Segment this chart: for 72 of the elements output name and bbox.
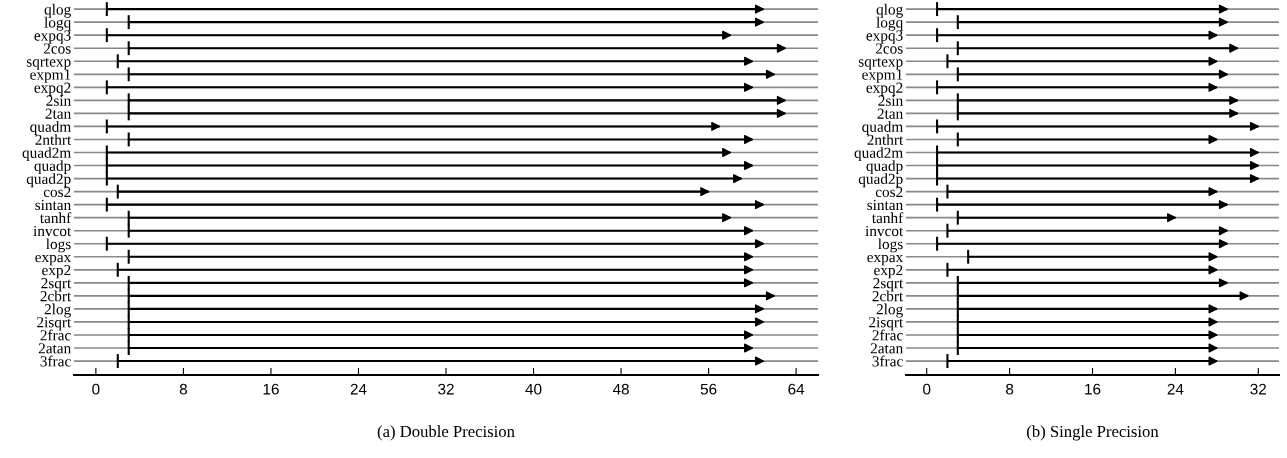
y-tick-label: 2sqrt xyxy=(873,278,904,292)
y-tick-label: sintan xyxy=(35,199,71,211)
y-tick-label: 2atan xyxy=(870,343,903,354)
x-tick-label: 16 xyxy=(263,383,279,395)
y-tick-label: quadm xyxy=(862,121,903,135)
x-tick-label: 64 xyxy=(788,383,805,395)
y-tick-label: invcot xyxy=(33,225,72,237)
y-tick-label: 2isqrt xyxy=(869,317,904,331)
y-tick-label: sqrtexp xyxy=(26,57,71,70)
y-tick-label: 2tan xyxy=(45,108,71,119)
y-tick-label: qlog xyxy=(876,3,903,18)
y-tick-label: 2sqrt xyxy=(41,278,72,292)
y-tick-label: 2sin xyxy=(46,95,71,106)
x-tick-label: 8 xyxy=(179,383,187,395)
x-tick-label: 0 xyxy=(923,383,931,395)
x-tick-label: 8 xyxy=(1006,383,1014,395)
y-tick-label: tanhf xyxy=(39,212,72,224)
x-axis-title: (b) Single Precision xyxy=(1027,425,1159,441)
x-tick-label: 32 xyxy=(1250,383,1267,395)
y-tick-label: exp2 xyxy=(42,265,71,279)
y-tick-label: 2cbrt xyxy=(40,290,72,302)
y-tick-label: expq2 xyxy=(866,82,903,96)
y-tick-label: 2log xyxy=(876,303,903,318)
x-tick-label: 24 xyxy=(350,383,367,395)
y-tick-label: 2nthrt xyxy=(867,134,904,145)
y-tick-label: expq3 xyxy=(866,30,903,44)
y-tick-label: quad2m xyxy=(854,147,903,162)
x-tick-label: 56 xyxy=(700,383,717,395)
y-tick-label: exp2 xyxy=(874,265,903,279)
x-tick-label: 24 xyxy=(1167,383,1184,395)
x-tick-label: 16 xyxy=(1085,383,1101,395)
y-tick-label: expm1 xyxy=(862,69,903,83)
y-tick-label: expq3 xyxy=(34,30,71,44)
y-tick-label: 2log xyxy=(44,303,71,318)
x-tick-label: 48 xyxy=(612,383,629,395)
y-tick-label: 2frac xyxy=(40,329,71,341)
y-tick-label: expax xyxy=(35,254,72,266)
y-tick-label: quad2p xyxy=(858,173,903,188)
y-tick-label: 2nthrt xyxy=(35,134,72,145)
x-tick-label: 40 xyxy=(525,383,542,395)
y-tick-label: 2atan xyxy=(38,343,71,354)
y-tick-label: 2cos xyxy=(875,43,903,54)
y-tick-label: logq xyxy=(44,16,71,31)
y-tick-label: cos2 xyxy=(875,186,903,198)
y-tick-label: logs xyxy=(46,238,71,253)
y-tick-label: 2isqrt xyxy=(37,317,72,331)
y-tick-label: expq2 xyxy=(34,82,71,96)
y-tick-label: 3frac xyxy=(872,355,903,367)
y-tick-label: quadp xyxy=(34,160,71,175)
x-tick-label: 0 xyxy=(92,383,100,395)
y-tick-label: quadm xyxy=(30,121,71,135)
y-tick-label: tanhf xyxy=(871,212,904,224)
x-axis-title: (a) Double Precision xyxy=(377,425,515,441)
y-tick-label: 2cos xyxy=(43,43,71,54)
y-tick-label: quad2p xyxy=(26,173,71,188)
x-tick-label: 32 xyxy=(438,383,454,395)
y-tick-label: quadp xyxy=(866,160,903,175)
y-tick-label: 2tan xyxy=(877,108,903,119)
y-tick-label: sintan xyxy=(867,199,903,211)
y-tick-label: logq xyxy=(876,16,903,31)
y-tick-label: cos2 xyxy=(43,186,71,198)
y-tick-label: 2frac xyxy=(872,329,903,341)
y-tick-label: qlog xyxy=(44,3,71,18)
y-tick-label: expax xyxy=(867,254,904,266)
y-tick-label: quad2m xyxy=(22,147,71,162)
y-tick-label: 3frac xyxy=(40,355,71,367)
y-tick-label: logs xyxy=(878,238,903,253)
y-tick-label: invcot xyxy=(865,225,904,237)
y-tick-label: expm1 xyxy=(30,69,71,83)
y-tick-label: 2sin xyxy=(878,95,903,106)
y-tick-label: sqrtexp xyxy=(858,57,903,70)
y-tick-label: 2cbrt xyxy=(872,290,904,302)
